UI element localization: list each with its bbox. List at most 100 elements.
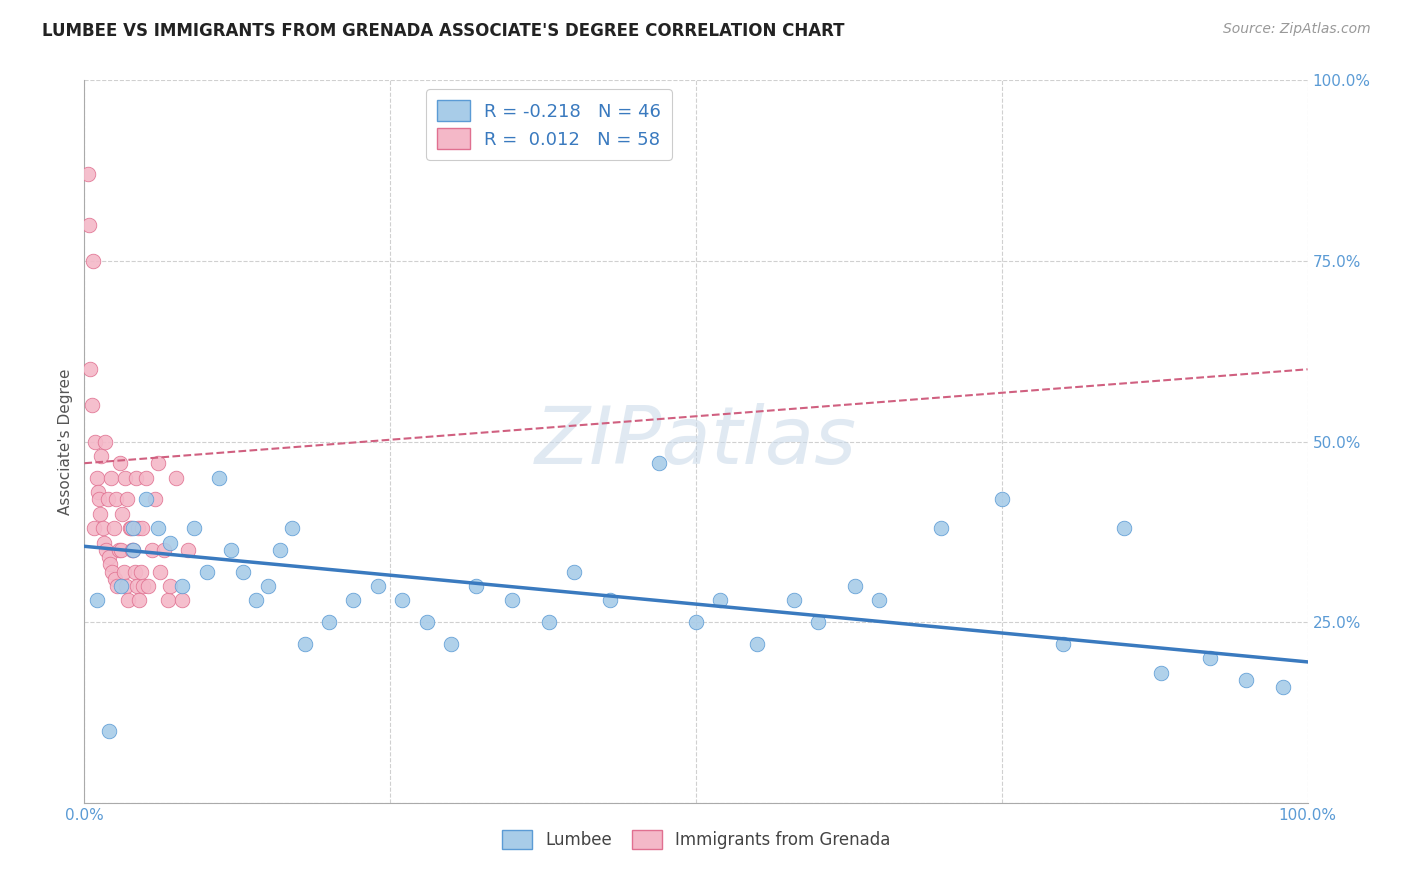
Point: [219, 542, 242, 557]
Point: [245, 593, 267, 607]
Point: [135, 470, 157, 484]
Point: [172, 593, 194, 607]
Point: [87, 485, 110, 500]
Point: [208, 470, 231, 484]
Point: [844, 579, 866, 593]
Point: [783, 593, 806, 607]
Point: [96, 542, 118, 557]
Point: [807, 615, 830, 630]
Point: [391, 593, 413, 607]
Point: [416, 615, 439, 630]
Point: [159, 579, 181, 593]
Point: [77, 218, 100, 232]
Point: [117, 593, 139, 607]
Text: Source: ZipAtlas.com: Source: ZipAtlas.com: [1223, 22, 1371, 37]
Point: [115, 492, 138, 507]
Point: [440, 637, 463, 651]
Point: [107, 542, 129, 557]
Point: [149, 565, 172, 579]
Point: [101, 565, 124, 579]
Point: [132, 579, 155, 593]
Point: [124, 565, 146, 579]
Text: ZIPatlas: ZIPatlas: [534, 402, 858, 481]
Point: [281, 521, 304, 535]
Point: [97, 550, 120, 565]
Point: [1236, 673, 1258, 687]
Point: [165, 470, 187, 484]
Point: [648, 456, 671, 470]
Point: [100, 470, 122, 484]
Point: [135, 492, 157, 507]
Point: [232, 565, 254, 579]
Point: [141, 542, 163, 557]
Point: [82, 253, 104, 268]
Point: [136, 579, 159, 593]
Point: [294, 637, 316, 651]
Point: [86, 470, 108, 484]
Point: [131, 521, 153, 535]
Point: [709, 593, 731, 607]
Point: [269, 542, 291, 557]
Point: [118, 521, 141, 535]
Point: [125, 579, 148, 593]
Point: [538, 615, 561, 630]
Point: [97, 492, 120, 507]
Text: LUMBEE VS IMMIGRANTS FROM GRENADA ASSOCIATE'S DEGREE CORRELATION CHART: LUMBEE VS IMMIGRANTS FROM GRENADA ASSOCI…: [42, 22, 845, 40]
Point: [153, 542, 176, 557]
Point: [1052, 637, 1074, 651]
Point: [93, 535, 115, 549]
Point: [108, 456, 131, 470]
Point: [146, 456, 169, 470]
Point: [129, 565, 152, 579]
Point: [128, 593, 150, 607]
Point: [318, 615, 340, 630]
Point: [991, 492, 1014, 507]
Point: [929, 521, 952, 535]
Point: [125, 470, 148, 484]
Y-axis label: Associate's Degree: Associate's Degree: [58, 368, 73, 515]
Point: [183, 521, 205, 535]
Point: [122, 521, 145, 535]
Point: [1150, 665, 1173, 680]
Point: [562, 565, 585, 579]
Point: [177, 542, 200, 557]
Point: [105, 492, 128, 507]
Point: [502, 593, 524, 607]
Point: [127, 521, 149, 535]
Point: [121, 542, 143, 557]
Point: [105, 579, 128, 593]
Point: [112, 565, 135, 579]
Point: [111, 507, 134, 521]
Point: [195, 565, 218, 579]
Point: [97, 723, 120, 738]
Point: [172, 579, 194, 593]
Point: [122, 542, 145, 557]
Point: [86, 593, 108, 607]
Point: [77, 167, 100, 181]
Point: [159, 535, 181, 549]
Point: [257, 579, 280, 593]
Point: [91, 521, 114, 535]
Point: [90, 449, 112, 463]
Point: [114, 470, 136, 484]
Point: [747, 637, 769, 651]
Point: [79, 362, 101, 376]
Point: [104, 572, 127, 586]
Legend: Lumbee, Immigrants from Grenada: Lumbee, Immigrants from Grenada: [495, 823, 897, 856]
Point: [120, 521, 142, 535]
Point: [84, 434, 107, 449]
Point: [94, 434, 117, 449]
Point: [599, 593, 621, 607]
Point: [146, 521, 169, 535]
Point: [156, 593, 179, 607]
Point: [110, 542, 132, 557]
Point: [464, 579, 486, 593]
Point: [115, 579, 138, 593]
Point: [869, 593, 891, 607]
Point: [87, 492, 110, 507]
Point: [98, 558, 121, 572]
Point: [342, 593, 364, 607]
Point: [1114, 521, 1136, 535]
Point: [1272, 680, 1295, 694]
Point: [1198, 651, 1220, 665]
